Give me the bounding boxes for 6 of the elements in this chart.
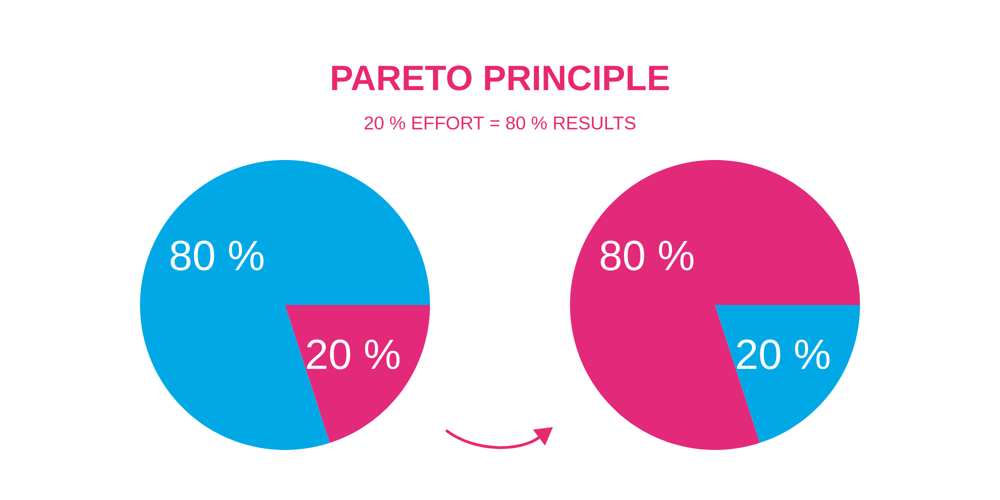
text: 20 % EFFORT = 80 % RESULTS [364, 116, 636, 130]
data-label: 80 % [170, 240, 264, 270]
data-label: 80 % [600, 240, 694, 270]
text: PARETO PRINCIPLE [332, 66, 669, 90]
data-label: 20 % [307, 340, 400, 370]
data-label: 20 % [737, 340, 830, 370]
